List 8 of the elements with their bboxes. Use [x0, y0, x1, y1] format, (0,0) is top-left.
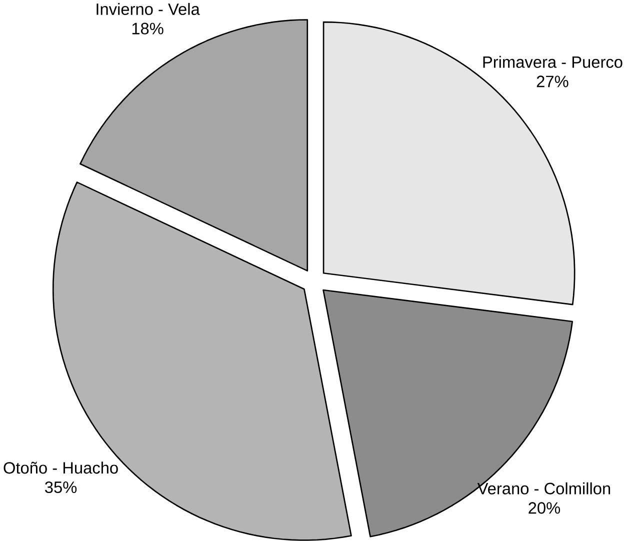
- data-label: 20%: [528, 502, 560, 514]
- data-label: 18%: [132, 22, 164, 34]
- slice-label: Verano - Colmillon: [477, 482, 610, 494]
- slice-label: Invierno - Vela: [96, 3, 200, 16]
- slice-label: Otoño - Huacho: [4, 462, 118, 474]
- slice-label: Primavera - Puerco: [483, 56, 622, 68]
- data-label: 35%: [45, 482, 77, 494]
- data-label: 27%: [536, 76, 568, 88]
